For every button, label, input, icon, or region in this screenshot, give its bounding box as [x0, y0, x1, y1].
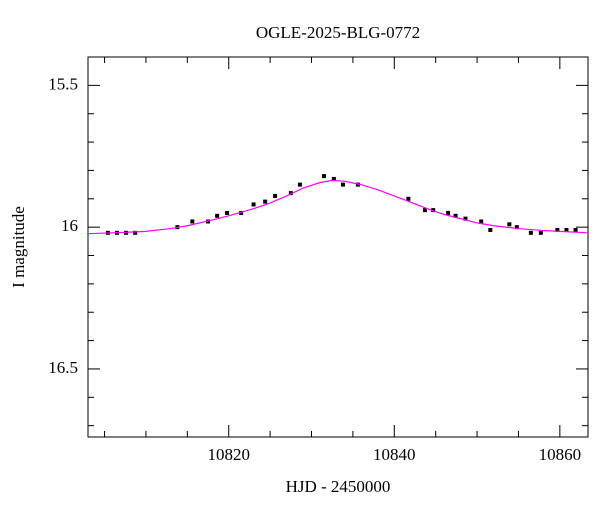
- data-point: [288, 191, 293, 196]
- x-tick-label: 10840: [373, 445, 416, 464]
- data-point: [331, 176, 336, 181]
- data-point: [463, 216, 468, 221]
- x-tick-label: 10820: [207, 445, 250, 464]
- y-tick-label: 16: [61, 216, 78, 235]
- data-point: [263, 199, 268, 204]
- data-point: [273, 193, 278, 198]
- chart-title: OGLE-2025-BLG-0772: [256, 23, 420, 42]
- data-point: [190, 219, 195, 224]
- data-point: [488, 227, 493, 232]
- x-tick-label: 10860: [539, 445, 582, 464]
- data-point: [453, 213, 458, 218]
- data-point: [479, 219, 484, 224]
- plot-frame: [87, 56, 589, 438]
- y-axis-label: I magnitude: [9, 206, 28, 288]
- y-tick-label: 16.5: [48, 358, 78, 377]
- data-point: [406, 196, 411, 201]
- data-point: [514, 225, 519, 230]
- data-point: [340, 182, 345, 187]
- data-point: [446, 210, 451, 215]
- data-point: [555, 227, 560, 232]
- x-axis-label: HJD - 2450000: [286, 477, 391, 496]
- data-point: [251, 202, 256, 207]
- data-point: [538, 230, 543, 235]
- y-tick-label: 15.5: [48, 74, 78, 93]
- model-curve: [87, 179, 589, 235]
- data-point: [355, 182, 360, 187]
- data-point: [528, 230, 533, 235]
- data-point: [507, 222, 512, 227]
- data-point: [239, 210, 244, 215]
- data-point: [215, 213, 220, 218]
- data-point: [564, 227, 569, 232]
- data-point: [321, 174, 326, 179]
- data-point: [225, 210, 230, 215]
- data-point: [573, 227, 578, 232]
- data-point: [133, 230, 138, 235]
- data-point: [422, 208, 427, 213]
- data-point: [297, 182, 302, 187]
